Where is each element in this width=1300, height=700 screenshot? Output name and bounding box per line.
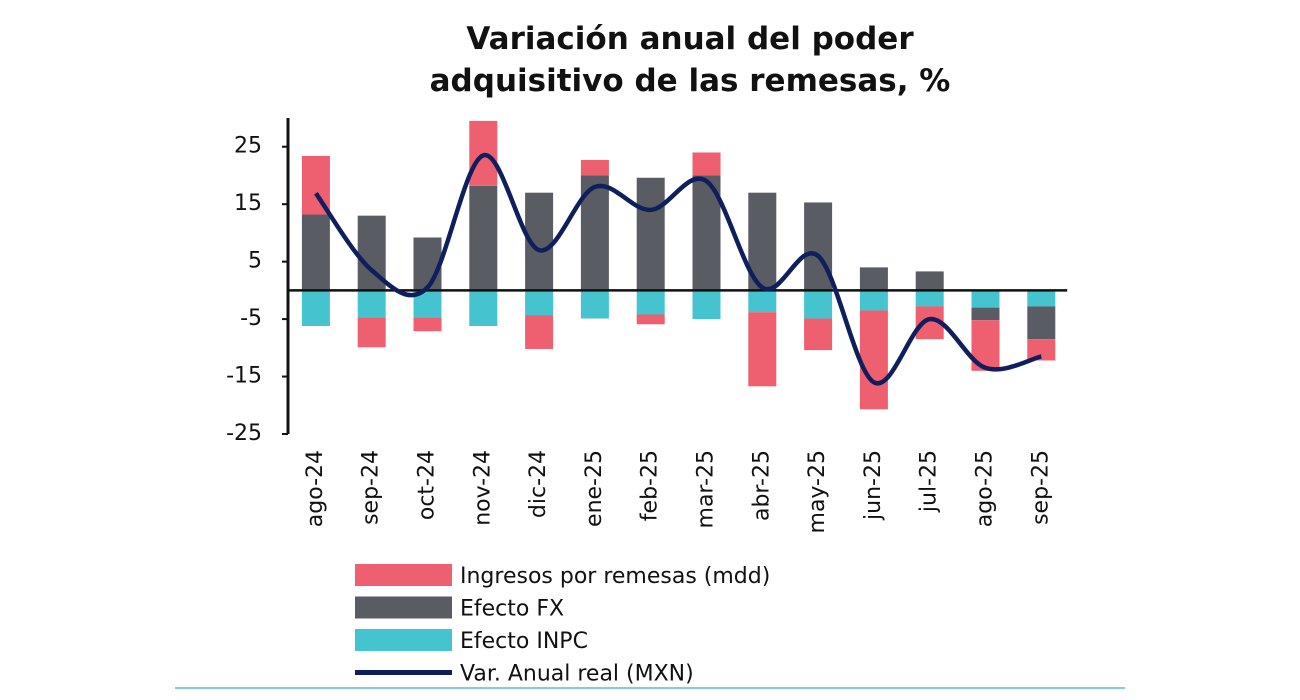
bar [748, 290, 777, 313]
y-tick-label: 5 [248, 249, 262, 274]
bar [636, 290, 665, 315]
bar [580, 290, 609, 319]
legend-label: Efecto FX [460, 597, 564, 622]
bar [971, 307, 1000, 321]
bar [525, 315, 554, 349]
y-tick-label: -5 [240, 306, 262, 331]
legend-swatch [355, 564, 452, 586]
x-tick-label: dic-24 [526, 450, 551, 518]
bar [413, 317, 442, 332]
bar [357, 317, 386, 348]
x-tick-label: nov-24 [470, 450, 495, 526]
bar [525, 290, 554, 316]
x-tick-label: sep-24 [359, 450, 384, 525]
bar [971, 290, 1000, 308]
x-tick-label: feb-25 [638, 450, 663, 521]
y-tick-label: 25 [234, 134, 262, 159]
bar [636, 314, 665, 325]
bar [301, 290, 330, 326]
bar [469, 290, 498, 326]
legend-swatch [355, 629, 452, 651]
chart-title: Variación anual del poder adquisitivo de… [429, 21, 951, 99]
x-tick-label: ago-24 [303, 450, 328, 527]
legend-label: Ingresos por remesas (mdd) [460, 564, 770, 589]
x-tick-label: ene-25 [582, 450, 607, 527]
bar [636, 177, 665, 291]
bar [469, 185, 498, 291]
bar [580, 159, 609, 176]
bar [859, 290, 888, 311]
x-tick-label: jul-25 [917, 450, 942, 513]
x-tick-label: abr-25 [749, 450, 774, 521]
bar [748, 312, 777, 387]
bar [692, 152, 721, 176]
bar [692, 290, 721, 320]
x-tick-label: ago-25 [973, 450, 998, 527]
y-tick-label: -15 [226, 364, 262, 389]
legend-label: Var. Anual real (MXN) [460, 662, 694, 687]
bar [804, 202, 833, 291]
legend-label: Efecto INPC [460, 629, 588, 654]
line [314, 153, 1042, 386]
bar [1027, 339, 1056, 361]
bar [1027, 306, 1056, 340]
bar [915, 290, 944, 307]
bar [804, 318, 833, 351]
bar [1027, 290, 1056, 307]
x-tick-label: sep-25 [1028, 450, 1053, 525]
legend-swatch [355, 596, 452, 619]
x-tick-label: mar-25 [694, 450, 719, 528]
bar [804, 290, 833, 319]
x-tick-label: oct-24 [415, 450, 440, 520]
bar [859, 267, 888, 291]
bar [915, 271, 944, 291]
bar [357, 290, 386, 318]
bar [413, 237, 442, 291]
bar [301, 214, 330, 291]
y-tick-label: -25 [226, 421, 262, 446]
bar [859, 310, 888, 410]
y-tick-label: 15 [234, 191, 262, 216]
x-tick-label: may-25 [805, 450, 830, 533]
x-tick-label: jun-25 [861, 450, 886, 521]
